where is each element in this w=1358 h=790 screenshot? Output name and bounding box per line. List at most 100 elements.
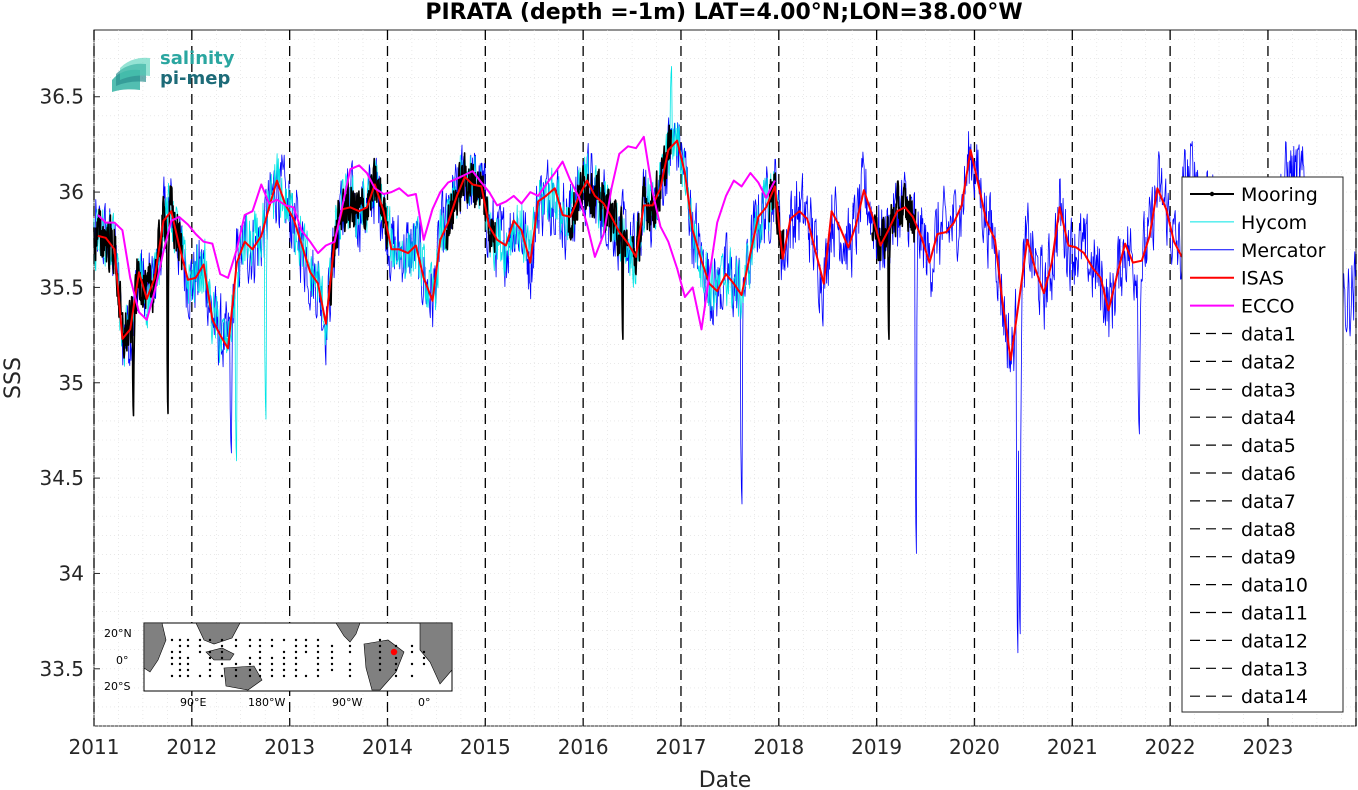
buoy-dot [170, 650, 174, 654]
buoy-dot [186, 662, 190, 666]
buoy-dot [378, 638, 382, 642]
series-mercator [93, 117, 1356, 654]
legend-label-data12: data12 [1241, 630, 1308, 652]
map-ylabel-0: 0° [116, 654, 129, 667]
buoy-dot [170, 662, 174, 666]
buoy-dot [198, 650, 202, 654]
legend-label-mooring: Mooring [1241, 184, 1318, 206]
map-indonesia [205, 647, 235, 661]
legend-label-data1: data1 [1241, 324, 1296, 346]
legend-label-data13: data13 [1241, 658, 1308, 680]
buoy-dot [282, 650, 286, 654]
buoy-dot [208, 650, 212, 654]
buoy-dot [208, 656, 212, 660]
buoy-dot [282, 638, 286, 642]
x-tick-2022: 2022 [1145, 735, 1196, 759]
buoy-dot [178, 650, 182, 654]
series-mooring-7 [871, 180, 917, 340]
chart-title: PIRATA (depth =-1m) LAT=4.00°N;LON=38.00… [425, 0, 1022, 25]
x-tick-2015: 2015 [460, 735, 511, 759]
buoy-dot [330, 662, 334, 666]
buoy-dot [378, 656, 382, 660]
buoy-dot [394, 656, 398, 660]
legend-label-data11: data11 [1241, 603, 1308, 625]
legend: Mooring Hycom Mercator ISAS ECCO data1 data2 da… [1181, 176, 1344, 713]
map-ylabel-20s: 20°S [104, 680, 130, 693]
y-tick-35: 35 [59, 371, 84, 395]
x-tick-2023: 2023 [1243, 735, 1294, 759]
inset-map: 20°N 0° 20°S 90°E 180°W 90°W 0° [104, 622, 453, 709]
x-tick-labels: 2011 2012 2013 2014 2015 2016 2017 2018 2019 2020… [69, 720, 1294, 759]
series-mooring-3 [445, 152, 496, 253]
legend-label-data6: data6 [1241, 463, 1296, 485]
buoy-dot [348, 668, 352, 672]
buoy-dot [248, 668, 252, 672]
legend-label-data10: data10 [1241, 575, 1308, 597]
buoy-dot [316, 656, 320, 660]
buoy-dot [234, 638, 238, 642]
year-dashed-lines [93, 30, 1357, 726]
x-tick-2013: 2013 [264, 735, 315, 759]
buoy-dot [178, 662, 182, 666]
buoy-dot [186, 668, 190, 672]
buoy-dot [348, 650, 352, 654]
y-tick-34.5: 34.5 [39, 466, 84, 490]
mooring-location-marker [390, 648, 398, 656]
y-tick-36: 36 [59, 180, 84, 204]
map-australia [223, 665, 263, 691]
buoy-dot [220, 650, 224, 654]
buoy-dot [316, 644, 320, 648]
y-tick-36.5: 36.5 [39, 85, 84, 109]
legend-label-data4: data4 [1241, 407, 1296, 429]
buoy-dot [294, 638, 298, 642]
buoy-dot [282, 668, 286, 672]
buoy-dot [170, 656, 174, 660]
buoy-dot [178, 644, 182, 648]
buoy-dot [220, 656, 224, 660]
map-xlabel-90e: 90°E [180, 696, 206, 709]
x-tick-2011: 2011 [69, 735, 120, 759]
buoy-dot [270, 668, 274, 672]
buoy-dot [348, 674, 352, 678]
buoy-dot [294, 656, 298, 660]
legend-label-data9: data9 [1241, 547, 1296, 569]
buoy-dot [378, 650, 382, 654]
buoy-dot [198, 638, 202, 642]
legend-label-ecco: ECCO [1241, 296, 1295, 318]
buoy-dot [410, 644, 414, 648]
buoy-dot [330, 656, 334, 660]
map-central-america [335, 622, 361, 643]
map-ylabel-20n: 20°N [104, 627, 132, 640]
x-tick-2018: 2018 [753, 735, 804, 759]
x-tick-2017: 2017 [656, 735, 707, 759]
series-mooring-2 [328, 157, 389, 306]
legend-label-data7: data7 [1241, 491, 1296, 513]
series-mooring-5 [631, 124, 672, 276]
x-tick-2016: 2016 [558, 735, 609, 759]
legend-label-mercator: Mercator [1241, 240, 1326, 262]
x-tick-2021: 2021 [1047, 735, 1098, 759]
buoy-dot [258, 644, 262, 648]
buoy-dot [234, 644, 238, 648]
x-tick-2019: 2019 [851, 735, 902, 759]
buoy-dot [348, 662, 352, 666]
buoy-dot [170, 674, 174, 678]
buoy-dot [220, 644, 224, 648]
buoy-dot [348, 644, 352, 648]
buoy-dot [270, 656, 274, 660]
buoy-dot [422, 650, 426, 654]
buoy-dot [208, 662, 212, 666]
buoy-dot [294, 668, 298, 672]
buoy-dot [270, 638, 274, 642]
y-tick-34: 34 [59, 561, 84, 585]
buoy-dot [186, 638, 190, 642]
buoy-dot [282, 662, 286, 666]
buoy-dot [316, 650, 320, 654]
buoy-dot [294, 650, 298, 654]
x-axis-label: Date [699, 768, 752, 790]
buoy-dot [178, 638, 182, 642]
buoy-dot [410, 674, 414, 678]
buoy-dot [304, 650, 308, 654]
buoy-dot [270, 644, 274, 648]
buoy-dot [422, 662, 426, 666]
